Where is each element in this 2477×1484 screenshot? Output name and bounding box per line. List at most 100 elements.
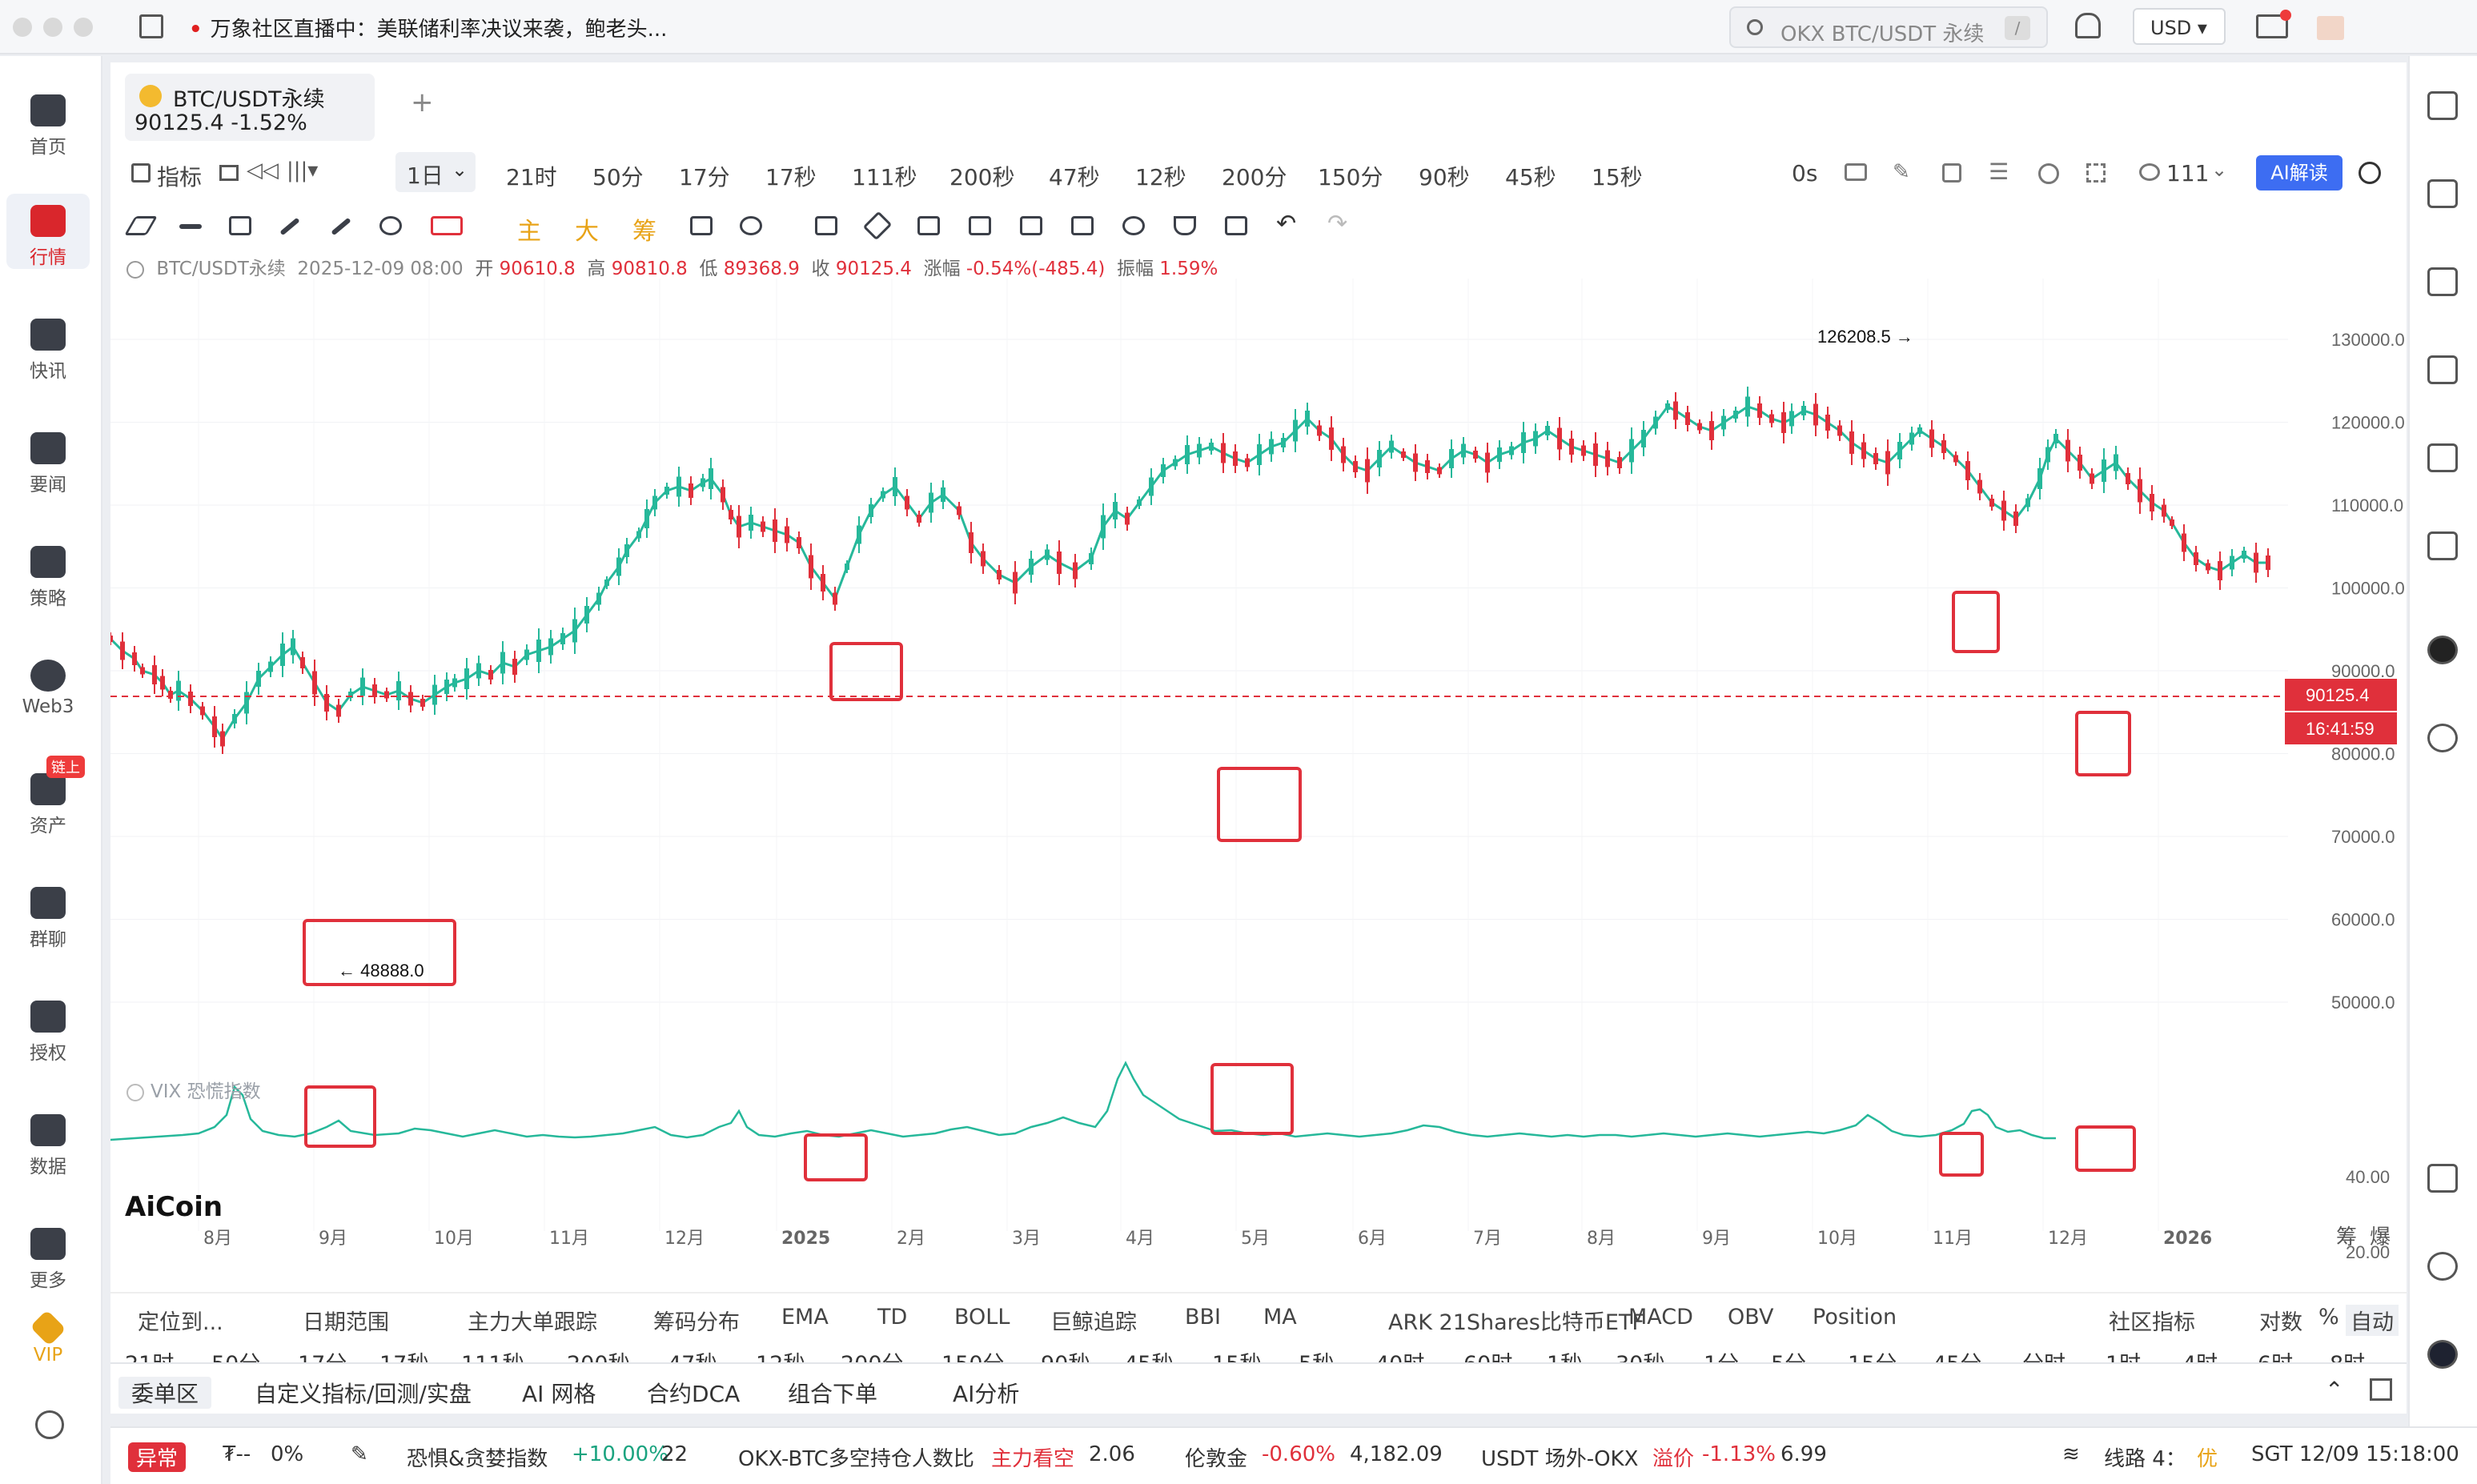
- long-short-ratio-label[interactable]: OKX-BTC多空持仓人数比: [738, 1447, 974, 1471]
- monitor-icon[interactable]: [2427, 443, 2458, 472]
- date-range-button[interactable]: 日期范围: [303, 1310, 389, 1335]
- link-icon[interactable]: [1122, 216, 1145, 235]
- bell-icon[interactable]: [2075, 13, 2101, 38]
- timeframe-150m[interactable]: 150分: [1318, 164, 1383, 191]
- sidebar-item-data[interactable]: 数据: [6, 1103, 90, 1178]
- brush-icon[interactable]: [917, 216, 940, 235]
- timeframe-200m[interactable]: 200分: [1222, 164, 1287, 191]
- rewind-icon[interactable]: ◁◁: [247, 158, 279, 182]
- anomaly-badge[interactable]: 异常: [128, 1442, 187, 1472]
- auto-scale-button[interactable]: 自动: [2346, 1305, 2399, 1336]
- timeframe-15s[interactable]: 15秒: [1592, 164, 1643, 191]
- sidebar-item-home[interactable]: 首页: [6, 83, 90, 158]
- tab-orders[interactable]: 委单区: [118, 1377, 212, 1409]
- trend-line-icon[interactable]: [124, 216, 158, 235]
- burst-corner-button[interactable]: 爆: [2370, 1225, 2391, 1249]
- tab-custom-indicator[interactable]: 自定义指标/回测/实盘: [255, 1381, 472, 1407]
- tab-dca[interactable]: 合约DCA: [647, 1381, 741, 1407]
- locate-button[interactable]: 定位到...: [138, 1310, 223, 1335]
- price-chart[interactable]: BTC/USDT永续 2025-12-09 08:00 开 90610.8 高 …: [110, 247, 2407, 1295]
- dollar-icon[interactable]: [2427, 267, 2458, 296]
- timeframe-12s[interactable]: 12秒: [1135, 164, 1186, 191]
- live-news-ticker[interactable]: • 万象社区直播中：美联储利率决议来袭，鲍老头...: [189, 18, 668, 42]
- pen-icon[interactable]: ✎: [1893, 160, 1910, 184]
- ai-interpret-button[interactable]: AI解读: [2256, 155, 2343, 191]
- symbol-tab[interactable]: BTC/USDT永续 90125.4 -1.52%: [125, 74, 375, 141]
- indicators-button[interactable]: 指标: [157, 164, 203, 191]
- sidebar-item-vip[interactable]: VIP: [6, 1305, 90, 1380]
- sidebar-item-market[interactable]: 行情: [6, 194, 90, 269]
- indicator-position[interactable]: Position: [1813, 1305, 1897, 1330]
- indicator-whale[interactable]: 巨鲸追踪: [1050, 1310, 1137, 1335]
- gear-icon[interactable]: [2038, 163, 2059, 184]
- sidebar-item-headlines[interactable]: 要闻: [6, 421, 90, 496]
- sidebar-item-strategy[interactable]: 策略: [6, 535, 90, 610]
- etf-icon[interactable]: [2427, 531, 2458, 560]
- percent-scale-button[interactable]: %: [2318, 1305, 2339, 1330]
- sidebar-item-more[interactable]: 更多: [6, 1217, 90, 1292]
- timeframe-90s[interactable]: 90秒: [1419, 164, 1470, 191]
- headset-icon[interactable]: [2427, 1252, 2458, 1281]
- indicator-boll[interactable]: BOLL: [954, 1305, 1010, 1330]
- indicator-bbi[interactable]: BBI: [1185, 1305, 1222, 1330]
- magnet-icon[interactable]: [969, 216, 991, 235]
- camera-icon[interactable]: [1845, 163, 1867, 181]
- parallel-lines-icon[interactable]: [229, 216, 251, 235]
- undo-icon[interactable]: ↶: [1276, 210, 1297, 238]
- robot-assistant-icon[interactable]: [2427, 636, 2458, 664]
- indicator-macd[interactable]: MACD: [1628, 1305, 1693, 1330]
- timeframe-111s[interactable]: 111秒: [852, 164, 917, 191]
- timeframe-45s[interactable]: 45秒: [1505, 164, 1556, 191]
- timeframe-47s[interactable]: 47秒: [1049, 164, 1100, 191]
- sidebar-item-assets[interactable]: 链上 资产: [6, 756, 90, 837]
- fear-greed-label[interactable]: 恐惧&贪婪指数: [407, 1447, 548, 1471]
- add-tab-button[interactable]: +: [411, 86, 434, 118]
- timeframe-21h[interactable]: 21时: [506, 164, 557, 191]
- window-maximize-button[interactable]: [74, 18, 93, 37]
- exchange-icon[interactable]: [2427, 724, 2458, 752]
- lock-icon[interactable]: [1020, 216, 1042, 235]
- indicator-ma[interactable]: MA: [1263, 1305, 1297, 1330]
- currency-select[interactable]: USD ▾: [2133, 8, 2226, 45]
- collapse-icon[interactable]: ⌃: [2325, 1377, 2344, 1403]
- layout-panel-icon[interactable]: [2427, 1164, 2458, 1193]
- fullscreen-icon[interactable]: [2086, 163, 2106, 182]
- indicator-large-order[interactable]: 主力大单跟踪: [468, 1310, 597, 1335]
- sidebar-item-chat[interactable]: 群聊: [6, 876, 90, 951]
- timeframe-17s[interactable]: 17秒: [765, 164, 817, 191]
- layers-icon[interactable]: [2139, 163, 2160, 181]
- layers-count[interactable]: 111: [2166, 160, 2210, 187]
- indicator-td[interactable]: TD: [877, 1305, 908, 1330]
- horizontal-line-icon[interactable]: [179, 224, 202, 229]
- edit-icon[interactable]: [1071, 216, 1094, 235]
- more-tools-icon[interactable]: [431, 216, 463, 235]
- large-order-button[interactable]: 大: [575, 218, 599, 246]
- usdt-otc-label[interactable]: USDT 场外-OKX: [1481, 1447, 1639, 1471]
- layout-icon[interactable]: [219, 165, 239, 181]
- timeframe-17m[interactable]: 17分: [679, 164, 730, 191]
- redo-icon[interactable]: ↷: [1327, 210, 1348, 238]
- legend-toggle-icon[interactable]: [126, 260, 144, 279]
- layers-dropdown-icon[interactable]: ⌄: [2211, 158, 2228, 181]
- indicator-obv[interactable]: OBV: [1728, 1305, 1774, 1330]
- vix-toggle-icon[interactable]: [126, 1083, 144, 1101]
- timeframe-50m[interactable]: 50分: [592, 164, 644, 191]
- mail-icon[interactable]: [2256, 14, 2288, 38]
- sidebar-item-flash[interactable]: 快讯: [6, 307, 90, 383]
- compare-icon[interactable]: [740, 216, 762, 235]
- indicator-icon[interactable]: [131, 163, 151, 182]
- search-input[interactable]: OKX BTC/USDT 永续 /: [1729, 6, 2048, 48]
- community-indicators-button[interactable]: 社区指标: [2109, 1310, 2195, 1335]
- gold-label[interactable]: 伦敦金: [1185, 1447, 1248, 1471]
- share-icon[interactable]: [2359, 162, 2381, 184]
- ruler-icon[interactable]: [862, 211, 893, 241]
- ai-bot-icon[interactable]: [2427, 1340, 2458, 1369]
- log-scale-button[interactable]: 对数: [2259, 1310, 2302, 1335]
- replay-icon[interactable]: [1942, 163, 1961, 182]
- chart-canvas[interactable]: 130000.0 120000.0 110000.0 100000.0 90000.0 8…: [110, 247, 2407, 1295]
- tab-combo-order[interactable]: 组合下单: [788, 1381, 878, 1407]
- avatar[interactable]: [2317, 16, 2344, 40]
- trend-icon[interactable]: [2427, 355, 2458, 384]
- tab-ai-analysis[interactable]: AI分析: [953, 1381, 1020, 1407]
- chip-corner-button[interactable]: 筹: [2336, 1225, 2357, 1249]
